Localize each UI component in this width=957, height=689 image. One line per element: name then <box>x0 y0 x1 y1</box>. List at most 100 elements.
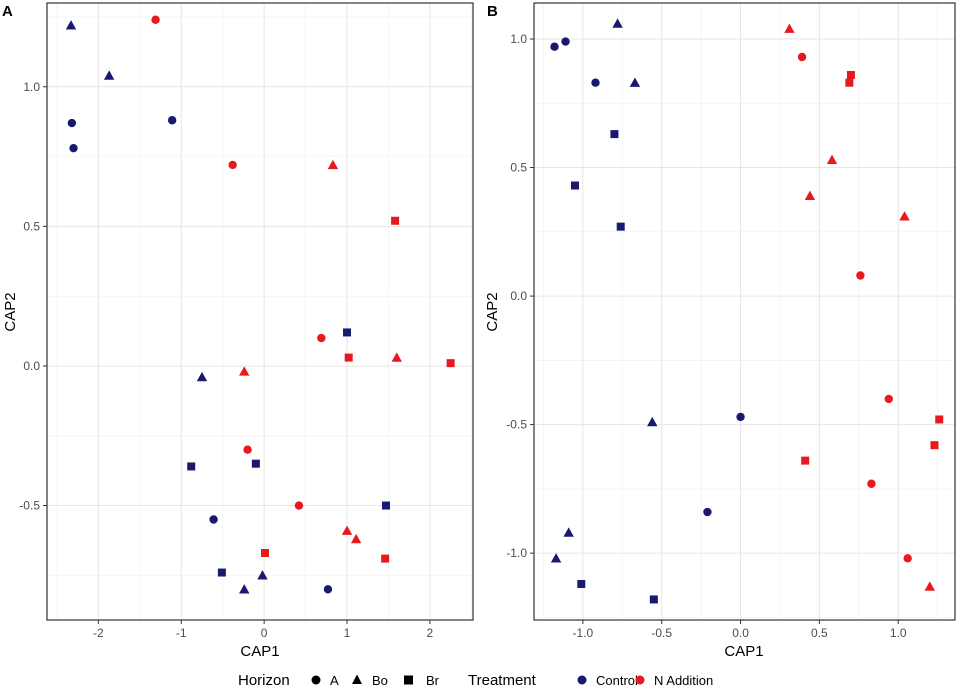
plot-area-b <box>534 3 955 620</box>
point-b-bo-control <box>647 416 658 427</box>
point-a-a-n-addition <box>317 333 326 343</box>
legend-horizon-title: Horizon <box>238 672 290 689</box>
y-tick-label: 0.5 <box>23 219 40 233</box>
point-b-bo-n-addition <box>924 581 935 591</box>
x-tick-label: -1.0 <box>573 626 594 640</box>
point-b-a-n-addition <box>884 394 893 404</box>
point-b-br-control <box>570 181 579 190</box>
point-a-bo-control <box>257 570 268 580</box>
panel-label-a: A <box>2 3 13 20</box>
x-tick-label: 1 <box>344 626 351 640</box>
plot-border-b <box>533 2 956 621</box>
point-a-bo-n-addition <box>341 525 353 535</box>
point-a-a-n-addition <box>243 445 252 454</box>
point-b-bo-control <box>563 527 574 537</box>
point-b-bo-control <box>550 553 562 563</box>
point-b-bo-control <box>629 77 641 87</box>
x-tick-label: -2 <box>93 626 104 640</box>
point-b-br-n-addition <box>935 415 944 424</box>
point-a-bo-control <box>103 70 115 80</box>
y-tick-label: 0.0 <box>23 359 40 373</box>
legend-treatment-title: Treatment <box>468 672 537 689</box>
points-b <box>550 18 944 604</box>
point-a-bo-control <box>196 371 208 382</box>
point-b-a-control <box>736 412 745 422</box>
point-a-br-control <box>187 462 196 471</box>
point-a-bo-n-addition <box>391 352 402 362</box>
point-a-br-n-addition <box>446 359 455 368</box>
point-a-br-n-addition <box>391 216 400 225</box>
point-b-bo-n-addition <box>784 23 795 33</box>
x-axis-ticks-b: -1.0 -0.5 0.0 0.5 1.0 <box>573 620 907 640</box>
point-a-br-control <box>343 328 352 337</box>
legend-horizon-bo-marker <box>352 674 362 684</box>
legend-control-label: Control <box>596 673 638 688</box>
point-b-a-n-addition <box>903 554 912 563</box>
point-b-br-n-addition <box>930 441 939 450</box>
point-b-a-control <box>561 37 570 46</box>
point-b-br-n-addition <box>845 78 854 87</box>
point-a-br-control <box>217 568 226 577</box>
point-a-a-n-addition <box>151 15 160 24</box>
point-a-bo-n-addition <box>350 533 362 544</box>
y-axis-ticks-b: -1.0 -0.5 0.0 0.5 1.0 <box>506 32 534 560</box>
point-b-a-n-addition <box>856 271 865 280</box>
x-tick-label: -0.5 <box>651 626 672 640</box>
point-b-br-control <box>616 222 625 231</box>
point-a-bo-n-addition <box>327 159 339 170</box>
legend-horizon-br-label: Br <box>426 673 440 688</box>
point-b-a-control <box>703 507 712 517</box>
panel-b: B -1.0 -0.5 0.0 0.5 1.0 -1.0 -0.5 0.0 0.5 1.0 CA… <box>484 2 956 660</box>
x-tick-label: 0.5 <box>811 626 828 640</box>
point-a-a-control <box>167 116 177 125</box>
x-tick-label: -1 <box>176 626 187 640</box>
point-a-bo-control <box>65 20 77 30</box>
point-a-a-n-addition <box>294 501 304 510</box>
point-a-br-n-addition <box>344 353 353 362</box>
x-tick-label: 0.0 <box>732 626 749 640</box>
y-tick-label: 1.0 <box>510 32 527 46</box>
y-tick-label: 0.5 <box>510 161 527 175</box>
legend-n-addition-marker <box>635 675 645 685</box>
y-tick-label: -0.5 <box>506 418 527 432</box>
legend-horizon-br-marker <box>404 675 413 685</box>
point-b-bo-n-addition <box>826 154 838 164</box>
point-b-bo-n-addition <box>899 211 910 221</box>
x-tick-label: 0 <box>261 626 268 640</box>
legend-n-addition-label: N Addition <box>654 673 713 688</box>
legend: Horizon A Bo Br Treatment Control N Addi… <box>238 672 713 689</box>
grid-b <box>534 3 955 620</box>
point-b-a-control <box>550 42 559 51</box>
point-b-br-control <box>610 130 619 139</box>
point-b-bo-control <box>612 18 623 28</box>
x-tick-label: 2 <box>427 626 434 640</box>
point-a-bo-control <box>239 584 250 594</box>
point-a-a-control <box>209 515 218 524</box>
y-axis-label-b: CAP2 <box>484 292 501 331</box>
point-b-a-control <box>591 78 600 87</box>
y-tick-label: 0.0 <box>510 289 527 303</box>
legend-horizon-bo-label: Bo <box>372 673 388 688</box>
panel-label-b: B <box>487 3 498 20</box>
plot-area-a <box>47 3 473 620</box>
legend-horizon-a-label: A <box>330 673 339 688</box>
legend-control-marker <box>577 675 587 685</box>
x-axis-ticks-a: -2 -1 0 1 2 <box>93 620 434 640</box>
point-a-br-n-addition <box>381 554 390 563</box>
legend-horizon-a-marker <box>311 675 321 685</box>
grid-a <box>47 3 473 620</box>
plot-border-a <box>46 2 474 621</box>
point-b-a-n-addition <box>797 52 807 62</box>
panel-a: A -2 -1 0 1 2 -0.5 0.0 0.5 1.0 CAP1 CAP2 <box>2 2 474 660</box>
point-b-br-control <box>649 595 658 604</box>
point-a-br-control <box>251 459 260 468</box>
x-tick-label: 1.0 <box>890 626 907 640</box>
point-b-br-n-addition <box>801 456 810 465</box>
point-a-a-n-addition <box>228 160 237 170</box>
y-tick-label: -1.0 <box>506 546 527 560</box>
point-a-a-control <box>69 143 78 153</box>
point-b-br-control <box>577 580 586 589</box>
y-axis-label-a: CAP2 <box>2 292 19 331</box>
point-b-br-n-addition <box>846 70 855 79</box>
